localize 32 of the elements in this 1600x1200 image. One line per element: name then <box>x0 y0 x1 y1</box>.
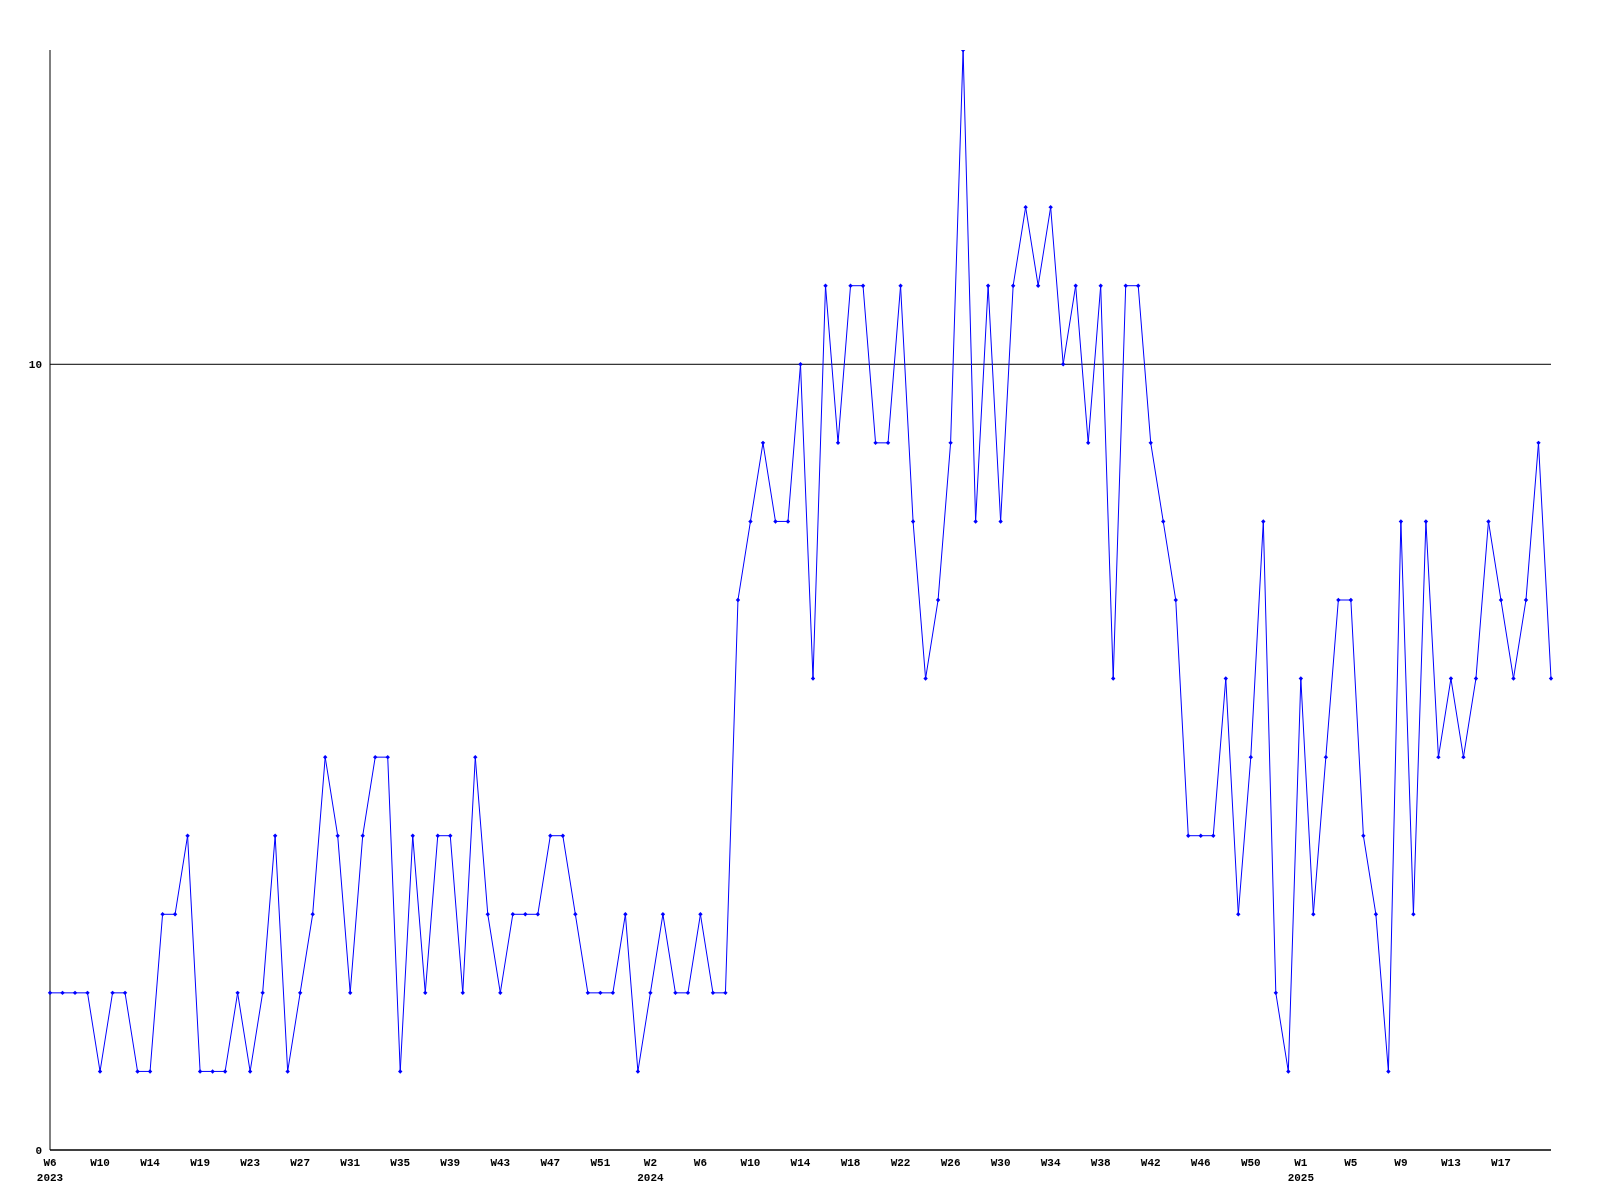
x-tick-label: W23 <box>240 1157 261 1169</box>
x-tick-label: W14 <box>790 1157 811 1169</box>
x-tick-label: W39 <box>440 1157 461 1169</box>
y-tick-label: 10 <box>28 359 42 372</box>
x-tick-label: W5 <box>1344 1157 1358 1169</box>
x-tick-label: W13 <box>1441 1157 1462 1169</box>
x-tick-label: W26 <box>940 1157 961 1169</box>
x-tick-label: W30 <box>990 1157 1011 1169</box>
x-tick-label: W50 <box>1240 1157 1261 1169</box>
x-tick-label: W31 <box>340 1157 361 1169</box>
x-tick-label: W47 <box>540 1157 561 1169</box>
x-tick-label: W18 <box>840 1157 861 1169</box>
x-tick-label: W17 <box>1491 1157 1511 1169</box>
x-tick-label: W1 2025 <box>1287 1157 1315 1184</box>
x-tick-label: W46 <box>1190 1157 1211 1169</box>
x-tick-label: W10 <box>740 1157 761 1169</box>
x-tick-label: W43 <box>490 1157 511 1169</box>
x-tick-label: W10 <box>90 1157 110 1169</box>
x-tick-label: W6 2023 <box>36 1157 64 1184</box>
x-tick-label: W35 <box>390 1157 411 1169</box>
x-tick-label: W9 <box>1394 1157 1408 1169</box>
x-tick-label: W34 <box>1040 1157 1061 1169</box>
x-tick-label: W22 <box>890 1157 911 1169</box>
y-tick-label: 0 <box>35 1144 42 1157</box>
x-tick-label: W51 <box>590 1157 611 1169</box>
x-tick-label: W27 <box>290 1157 311 1169</box>
x-tick-label: W42 <box>1140 1157 1161 1169</box>
x-tick-label: W38 <box>1090 1157 1111 1169</box>
x-tick-label: W19 <box>190 1157 211 1169</box>
x-tick-label: W14 <box>140 1157 161 1169</box>
x-tick-label: W6 <box>693 1157 708 1169</box>
x-tick-label: W2 2024 <box>637 1157 664 1184</box>
